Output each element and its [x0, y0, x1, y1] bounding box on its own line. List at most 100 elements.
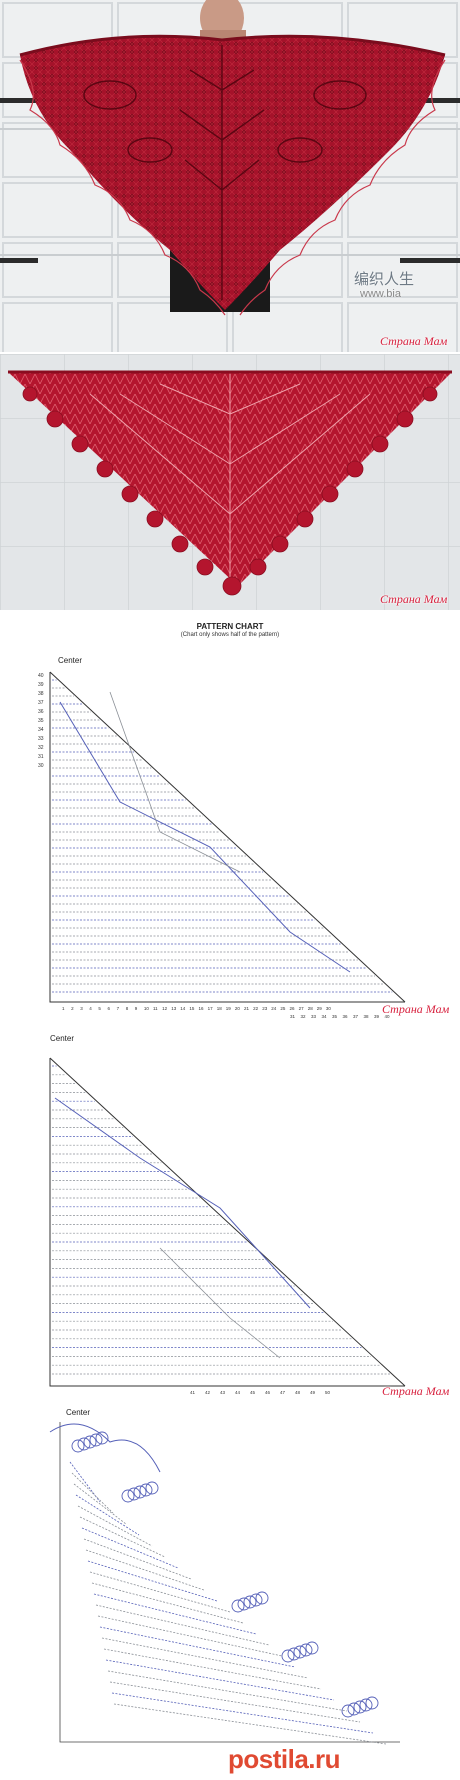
stitch-number: 33 — [311, 1014, 317, 1019]
stitch-number: 28 — [308, 1006, 314, 1011]
edge-scallop — [237, 1597, 251, 1611]
stitch-number: 37 — [353, 1014, 359, 1019]
chart-axes — [59, 1422, 400, 1743]
stitch-number: 27 — [299, 1006, 305, 1011]
row-number: 39 — [38, 682, 44, 688]
watermark-site-3: Страна Мам — [382, 1002, 450, 1016]
edge-scallop — [341, 1704, 355, 1718]
edge-scallop — [353, 1700, 367, 1714]
row-number: 38 — [38, 691, 44, 697]
stitch-number: 36 — [343, 1014, 349, 1019]
stitch-number: 41 — [190, 1390, 196, 1395]
stitch-number: 4 — [89, 1006, 92, 1011]
stitch-number: 10 — [144, 1006, 150, 1011]
edge-scallop — [231, 1599, 245, 1613]
motif-line — [159, 1247, 281, 1359]
stitch-number: 49 — [310, 1390, 316, 1395]
center-label: Center — [66, 1408, 91, 1417]
edge-scallop — [249, 1593, 263, 1607]
stitch-row — [77, 1505, 153, 1547]
motif-line — [54, 1097, 311, 1309]
stitch-row — [69, 1461, 101, 1503]
row-number: 37 — [38, 700, 44, 706]
chart-hypotenuse — [49, 1057, 406, 1387]
edge-scallop — [293, 1645, 307, 1659]
stitch-row — [85, 1549, 205, 1591]
stitch-number: 13 — [171, 1006, 177, 1011]
stitch-row — [71, 1472, 114, 1514]
watermark-site-2: Страна Мам — [380, 592, 448, 606]
stitch-row — [97, 1615, 283, 1657]
edge-scallop — [121, 1489, 135, 1503]
postila-logo: postila.ru — [228, 1744, 341, 1774]
watermark-site-4: Страна Мам — [382, 1384, 450, 1398]
stitch-row — [81, 1527, 179, 1569]
stitch-number: 16 — [199, 1006, 205, 1011]
edge-scallop — [281, 1649, 295, 1663]
edge-scallop — [77, 1437, 91, 1451]
stitch-number: 31 — [290, 1014, 296, 1019]
stitch-number: 45 — [250, 1390, 256, 1395]
stitch-number: 20 — [235, 1006, 241, 1011]
stitch-number: 32 — [301, 1014, 307, 1019]
stitch-number: 14 — [180, 1006, 186, 1011]
edge-scallop — [139, 1483, 153, 1497]
center-label: Center — [58, 656, 83, 665]
stitch-number: 47 — [280, 1390, 286, 1395]
chart-hypotenuse — [49, 671, 406, 1003]
stitch-row — [95, 1604, 270, 1646]
stitch-row — [87, 1560, 218, 1602]
stitch-number: 5 — [98, 1006, 101, 1011]
shawl-worn-image — [0, 0, 460, 352]
stitch-row — [107, 1670, 348, 1712]
chart-axes — [49, 1058, 405, 1387]
stitch-row — [89, 1571, 231, 1613]
stitch-number: 18 — [217, 1006, 223, 1011]
stitch-row — [105, 1659, 335, 1701]
stitch-number: 22 — [253, 1006, 259, 1011]
edge-scallop — [359, 1698, 373, 1712]
stitch-row — [113, 1703, 387, 1745]
row-number: 31 — [38, 754, 44, 760]
edge-scallop — [145, 1481, 159, 1495]
edge-scallop — [133, 1485, 147, 1499]
edge-scallop — [347, 1702, 361, 1716]
row-number: 30 — [38, 763, 44, 769]
row-number: 36 — [38, 709, 44, 715]
pattern-chart-3: Center postila.ru — [0, 1406, 460, 1780]
chart-subtitle: (Chart only shows half of the pattern) — [180, 632, 280, 638]
motif-line — [109, 691, 241, 873]
stitch-number: 21 — [244, 1006, 250, 1011]
stitch-row — [83, 1538, 192, 1580]
shawl-flat-image — [0, 354, 460, 610]
stitch-number: 44 — [235, 1390, 241, 1395]
edge-scallop — [127, 1487, 141, 1501]
stitch-number: 50 — [325, 1390, 331, 1395]
stitch-row — [111, 1692, 374, 1734]
edge-scallop — [305, 1641, 319, 1655]
shawl-photo-flat: Страна Мам — [0, 354, 460, 610]
watermark-url: www.bia — [360, 288, 401, 300]
stitch-number: 1 — [62, 1006, 65, 1011]
stitch-number: 6 — [108, 1006, 111, 1011]
stitch-number: 19 — [226, 1006, 232, 1011]
edge-scallop — [71, 1439, 85, 1453]
stitch-number: 15 — [189, 1006, 195, 1011]
stitch-row — [73, 1483, 127, 1525]
stitch-number: 30 — [326, 1006, 332, 1011]
stitch-number: 23 — [262, 1006, 268, 1011]
stitch-number: 40 — [385, 1014, 391, 1019]
shawl-photo-worn: 编织人生 www.bia Страна Мам — [0, 0, 460, 352]
row-number: 40 — [38, 673, 44, 679]
stitch-number: 25 — [280, 1006, 286, 1011]
stitch-row — [93, 1593, 257, 1635]
stitch-number: 34 — [322, 1014, 328, 1019]
stitch-number: 46 — [265, 1390, 271, 1395]
edge-scallop — [95, 1431, 109, 1445]
chart-3-diagram — [49, 1422, 400, 1745]
stitch-row — [75, 1494, 140, 1536]
row-number: 32 — [38, 745, 44, 751]
stitch-number: 35 — [332, 1014, 338, 1019]
stitch-row — [101, 1637, 309, 1679]
